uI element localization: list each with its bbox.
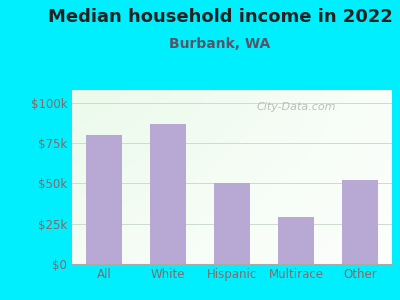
Bar bbox=[86, 135, 122, 264]
Bar bbox=[214, 183, 250, 264]
Bar bbox=[278, 217, 314, 264]
Bar bbox=[342, 180, 378, 264]
Text: Median household income in 2022: Median household income in 2022 bbox=[48, 8, 392, 26]
Text: Burbank, WA: Burbank, WA bbox=[169, 38, 271, 52]
Bar bbox=[150, 124, 186, 264]
Text: City-Data.com: City-Data.com bbox=[256, 102, 336, 112]
